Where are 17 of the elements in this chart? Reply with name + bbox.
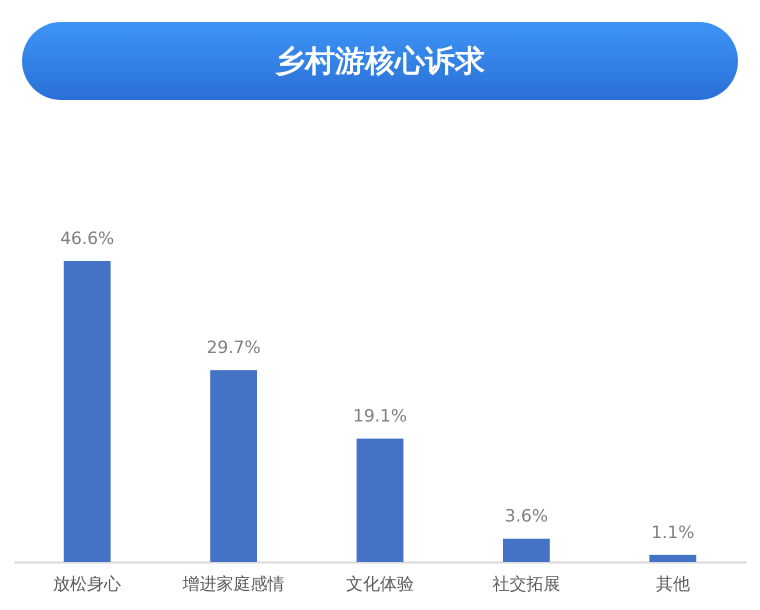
x-tick-label: 放松身心 (53, 574, 122, 594)
data-label: 46.6% (60, 228, 114, 249)
data-label: 1.1% (651, 522, 694, 543)
x-tick-label: 社交拓展 (492, 574, 560, 594)
bar (210, 370, 258, 562)
bar (64, 260, 111, 562)
bar (356, 438, 404, 562)
title-banner: 乡村游核心诉求 (22, 22, 738, 100)
bar (502, 538, 550, 562)
data-label: 29.7% (206, 338, 261, 358)
chart-title: 乡村游核心诉求 (275, 42, 485, 80)
x-tick-label: 文化体验 (346, 574, 414, 594)
data-label: 3.6% (504, 506, 548, 527)
x-tick-label: 增进家庭感情 (182, 574, 285, 594)
bar (649, 554, 696, 562)
x-tick-label: 其他 (656, 574, 690, 594)
data-label: 19.1% (352, 406, 408, 427)
